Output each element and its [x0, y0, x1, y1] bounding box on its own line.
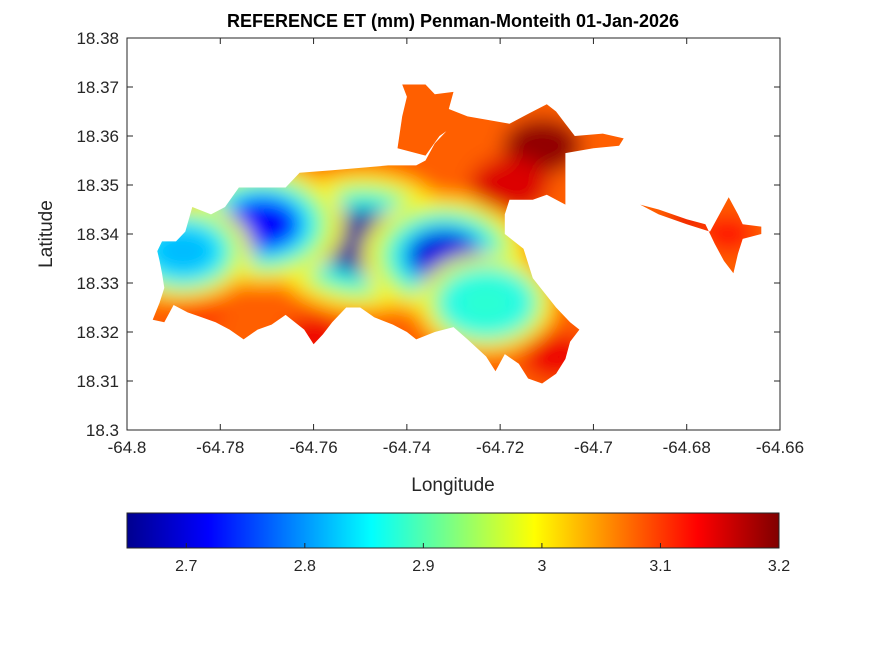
- y-tick-label: 18.33: [76, 274, 119, 293]
- y-tick-label: 18.35: [76, 176, 119, 195]
- x-axis-label: Longitude: [411, 475, 494, 496]
- colorbar-ticks: 2.7 2.8 2.9 3 3.1 3.2: [175, 543, 790, 575]
- y-tick-label: 18.38: [76, 29, 119, 48]
- colorbar-gradient: [126, 512, 780, 549]
- colorbar: 2.7 2.8 2.9 3 3.1 3.2: [126, 512, 790, 575]
- chart-title: REFERENCE ET (mm) Penman-Monteith 01-Jan…: [227, 11, 679, 31]
- x-tick-label: -64.74: [383, 438, 431, 457]
- x-tick-label: -64.72: [476, 438, 524, 457]
- colorbar-tick-label: 3: [537, 558, 546, 575]
- y-tick-label: 18.37: [76, 78, 119, 97]
- colorbar-tick-label: 3.2: [768, 558, 790, 575]
- x-tick-label: -64.7: [574, 438, 613, 457]
- x-tick-label: -64.68: [663, 438, 711, 457]
- colorbar-tick-label: 2.8: [294, 558, 316, 575]
- x-tick-label: -64.76: [289, 438, 337, 457]
- x-tick-label: -64.66: [756, 438, 804, 457]
- colorbar-tick-label: 3.1: [649, 558, 671, 575]
- x-axis: -64.8 -64.78 -64.76 -64.74 -64.72 -64.7 -64.68…: [108, 38, 804, 457]
- y-axis-label: Latitude: [36, 200, 57, 268]
- colorbar-tick-label: 2.7: [175, 558, 197, 575]
- y-tick-label: 18.32: [76, 323, 119, 342]
- y-tick-label: 18.34: [76, 225, 119, 244]
- y-tick-label: 18.3: [86, 421, 119, 440]
- field-contour-4-0: [470, 157, 549, 213]
- x-tick-label: -64.78: [196, 438, 244, 457]
- colorbar-tick-label: 2.9: [412, 558, 434, 575]
- x-tick-label: -64.8: [108, 438, 147, 457]
- field-contour-11-3: [453, 279, 519, 326]
- y-tick-label: 18.31: [76, 372, 119, 391]
- y-tick-label: 18.36: [76, 127, 119, 146]
- y-axis: 18.3 18.31 18.32 18.33 18.34 18.35 18.36 18.37 1…: [76, 29, 780, 440]
